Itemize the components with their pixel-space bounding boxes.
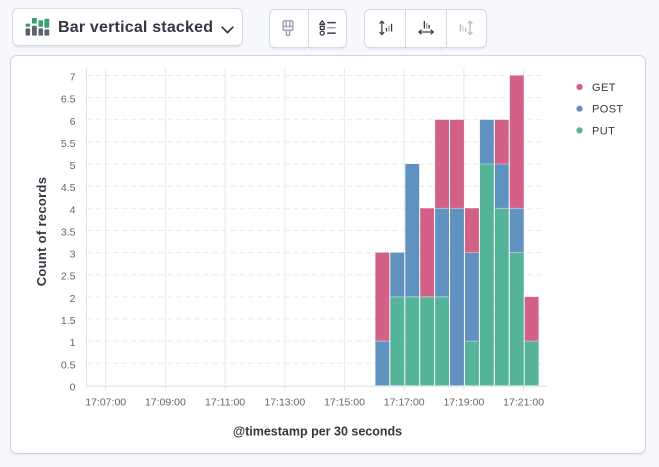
- svg-text:17:21:00: 17:21:00: [503, 397, 544, 409]
- svg-text:@timestamp per 30 seconds: @timestamp per 30 seconds: [233, 425, 402, 439]
- svg-text:1.5: 1.5: [61, 315, 76, 327]
- svg-text:17:13:00: 17:13:00: [264, 397, 305, 409]
- svg-text:5.5: 5.5: [61, 138, 76, 150]
- svg-text:17:07:00: 17:07:00: [85, 397, 126, 409]
- svg-text:5: 5: [70, 160, 76, 172]
- svg-text:Count of records: Count of records: [34, 177, 49, 287]
- svg-text:3.5: 3.5: [61, 227, 76, 239]
- svg-text:17:09:00: 17:09:00: [145, 397, 186, 409]
- svg-text:6: 6: [70, 116, 76, 128]
- svg-text:POST: POST: [592, 104, 624, 116]
- svg-text:17:15:00: 17:15:00: [324, 397, 365, 409]
- svg-text:7: 7: [70, 72, 76, 84]
- svg-text:GET: GET: [592, 82, 616, 94]
- svg-text:6.5: 6.5: [61, 94, 76, 106]
- svg-text:3: 3: [70, 249, 76, 261]
- svg-text:2: 2: [70, 293, 76, 305]
- svg-text:PUT: PUT: [592, 125, 615, 137]
- svg-text:2.5: 2.5: [61, 271, 76, 283]
- svg-text:4: 4: [70, 204, 76, 216]
- svg-text:17:11:00: 17:11:00: [205, 397, 245, 409]
- svg-text:4.5: 4.5: [61, 182, 76, 194]
- svg-text:0: 0: [70, 381, 76, 393]
- svg-text:1: 1: [70, 337, 76, 349]
- svg-text:17:19:00: 17:19:00: [443, 397, 484, 409]
- svg-text:0.5: 0.5: [61, 359, 76, 371]
- svg-text:17:17:00: 17:17:00: [384, 397, 425, 409]
